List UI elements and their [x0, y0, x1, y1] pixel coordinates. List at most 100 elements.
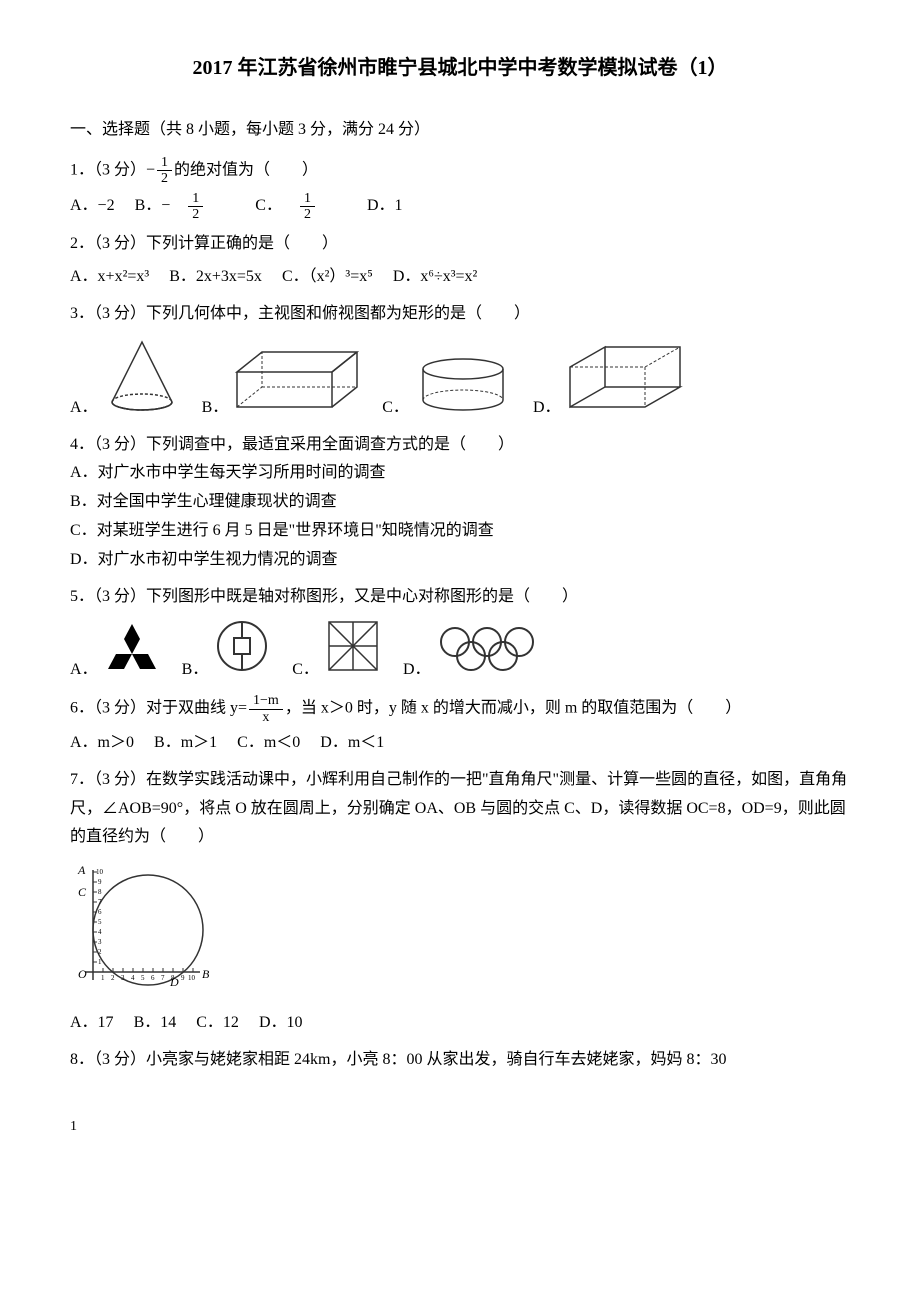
- q4-optA: A．对广水市中学生每天学习所用时间的调查: [70, 459, 850, 488]
- q5-optB: B．: [182, 619, 273, 685]
- q6-fraction: 1−mx: [249, 693, 283, 725]
- q2-optC: C．（x²）³=x⁵: [282, 268, 373, 285]
- q1-optB-fraction: 12: [188, 191, 219, 223]
- q3-optC: C．: [382, 357, 513, 423]
- question-2: 2．（3 分）下列计算正确的是（ ） A．x+x²=x³ B．2x+3x=5x …: [70, 230, 850, 292]
- q1-optB: B．−12: [135, 197, 236, 214]
- q6-frac-num: 1−m: [249, 693, 283, 709]
- q1-optB-num: 1: [188, 191, 203, 207]
- q5-text: 5．（3 分）下列图形中既是轴对称图形，又是中心对称图形的是（ ）: [70, 583, 850, 612]
- q1-optC: C．12: [255, 197, 347, 214]
- q7-text: 7．（3 分）在数学实践活动课中，小辉利用自己制作的一把"直角角尺"测量、计算一…: [70, 766, 850, 852]
- q5-labelC: C．: [292, 656, 319, 685]
- q6-frac-den: x: [249, 710, 283, 725]
- q6-optD: D．m＜1: [320, 734, 384, 751]
- q1-frac-den: 2: [157, 171, 172, 186]
- svg-text:2: 2: [111, 974, 115, 982]
- q6-options: A．m＞0 B．m＞1 C．m＜0 D．m＜1: [70, 729, 850, 758]
- q6-optC: C．m＜0: [237, 734, 300, 751]
- page-number: 1: [70, 1114, 850, 1139]
- olympic-rings-icon: [435, 624, 545, 685]
- q1-optD: D．1: [367, 197, 403, 214]
- svg-text:8: 8: [171, 974, 175, 982]
- svg-text:7: 7: [161, 974, 165, 982]
- q2-optD: D．x⁶÷x³=x²: [393, 268, 478, 285]
- cuboid-icon: [232, 347, 362, 423]
- q3-options: A． B．: [70, 337, 850, 423]
- svg-text:10: 10: [188, 974, 196, 982]
- q2-text: 2．（3 分）下列计算正确的是（ ）: [70, 230, 850, 259]
- q5-optD: D．: [403, 624, 545, 685]
- question-6: 6．（3 分）对于双曲线 y=1−mx，当 x＞0 时，y 随 x 的增大而减小…: [70, 693, 850, 758]
- cylinder-icon: [413, 357, 513, 423]
- q3-labelB: B．: [202, 394, 229, 423]
- svg-text:6: 6: [98, 908, 102, 916]
- q6-optB: B．m＞1: [154, 734, 217, 751]
- svg-text:1: 1: [98, 958, 102, 966]
- q5-labelB: B．: [182, 656, 209, 685]
- q1-optA: A．−2: [70, 197, 115, 214]
- prism-icon: [565, 342, 685, 423]
- q3-optB: B．: [202, 347, 363, 423]
- q7-label-A: A: [77, 863, 86, 877]
- svg-text:4: 4: [98, 928, 102, 936]
- question-1: 1．（3 分）−12的绝对值为（ ） A．−2 B．−12 C．12 D．1: [70, 155, 850, 223]
- q3-optD: D．: [533, 342, 685, 423]
- q7-optA: A．17: [70, 1014, 114, 1031]
- q7-optC: C．12: [196, 1014, 239, 1031]
- q1-fraction: 12: [157, 155, 172, 187]
- mitsubishi-icon: [102, 619, 162, 685]
- q1-optC-fraction: 12: [300, 191, 331, 223]
- svg-text:2: 2: [98, 948, 102, 956]
- q7-label-C: C: [78, 885, 87, 899]
- question-7: 7．（3 分）在数学实践活动课中，小辉利用自己制作的一把"直角角尺"测量、计算一…: [70, 766, 850, 1038]
- q7-optD: D．10: [259, 1014, 303, 1031]
- q7-options: A．17 B．14 C．12 D．10: [70, 1009, 850, 1038]
- q7-diagram: A C O D B 1 2 3 4 5 6 7 8 9 10 1 2 3 4 5…: [70, 860, 850, 1001]
- q5-labelA: A．: [70, 656, 98, 685]
- svg-text:10: 10: [96, 868, 104, 876]
- q2-optA: A．x+x²=x³: [70, 268, 149, 285]
- question-8: 8．（3 分）小亮家与姥姥家相距 24km，小亮 8：00 从家出发，骑自行车去…: [70, 1046, 850, 1075]
- q1-optC-den: 2: [300, 207, 315, 222]
- q6-prefix: 6．（3 分）对于双曲线 y=: [70, 700, 247, 717]
- q1-optC-num: 1: [300, 191, 315, 207]
- q1-suffix: 的绝对值为（ ）: [174, 161, 318, 178]
- svg-text:4: 4: [131, 974, 135, 982]
- svg-text:6: 6: [151, 974, 155, 982]
- svg-text:9: 9: [98, 878, 102, 886]
- q3-labelD: D．: [533, 394, 561, 423]
- q4-optD: D．对广水市初中学生视力情况的调查: [70, 546, 850, 575]
- q1-prefix: 1．（3 分）−: [70, 161, 155, 178]
- q4-optC: C．对某班学生进行 6 月 5 日是"世界环境日"知晓情况的调查: [70, 517, 850, 546]
- q2-optB: B．2x+3x=5x: [169, 268, 262, 285]
- section-1-header: 一、选择题（共 8 小题，每小题 3 分，满分 24 分）: [70, 116, 850, 145]
- q6-optA: A．m＞0: [70, 734, 134, 751]
- q1-options: A．−2 B．−12 C．12 D．1: [70, 191, 850, 223]
- q5-options: A． B． C．: [70, 619, 850, 685]
- svg-text:7: 7: [98, 898, 102, 906]
- q5-optA: A．: [70, 619, 162, 685]
- svg-text:3: 3: [121, 974, 125, 982]
- q3-text: 3．（3 分）下列几何体中，主视图和俯视图都为矩形的是（ ）: [70, 300, 850, 329]
- svg-text:9: 9: [181, 974, 185, 982]
- q6-suffix: ，当 x＞0 时，y 随 x 的增大而减小，则 m 的取值范围为（ ）: [285, 700, 741, 717]
- question-5: 5．（3 分）下列图形中既是轴对称图形，又是中心对称图形的是（ ） A． B．: [70, 583, 850, 686]
- cone-icon: [102, 337, 182, 423]
- q8-text: 8．（3 分）小亮家与姥姥家相距 24km，小亮 8：00 从家出发，骑自行车去…: [70, 1046, 850, 1075]
- page-title: 2017 年江苏省徐州市睢宁县城北中学中考数学模拟试卷（1）: [70, 50, 850, 86]
- svg-text:5: 5: [141, 974, 145, 982]
- q4-optB: B．对全国中学生心理健康现状的调查: [70, 488, 850, 517]
- svg-text:3: 3: [98, 938, 102, 946]
- question-4: 4．（3 分）下列调查中，最适宜采用全面调查方式的是（ ） A．对广水市中学生每…: [70, 431, 850, 575]
- q7-optB: B．14: [134, 1014, 177, 1031]
- svg-text:5: 5: [98, 918, 102, 926]
- svg-text:1: 1: [101, 974, 105, 982]
- svg-text:8: 8: [98, 888, 102, 896]
- q4-text: 4．（3 分）下列调查中，最适宜采用全面调查方式的是（ ）: [70, 431, 850, 460]
- q3-optA: A．: [70, 337, 182, 423]
- q1-optB-den: 2: [188, 207, 203, 222]
- q1-frac-num: 1: [157, 155, 172, 171]
- pinwheel-icon: [323, 619, 383, 685]
- q3-labelA: A．: [70, 394, 98, 423]
